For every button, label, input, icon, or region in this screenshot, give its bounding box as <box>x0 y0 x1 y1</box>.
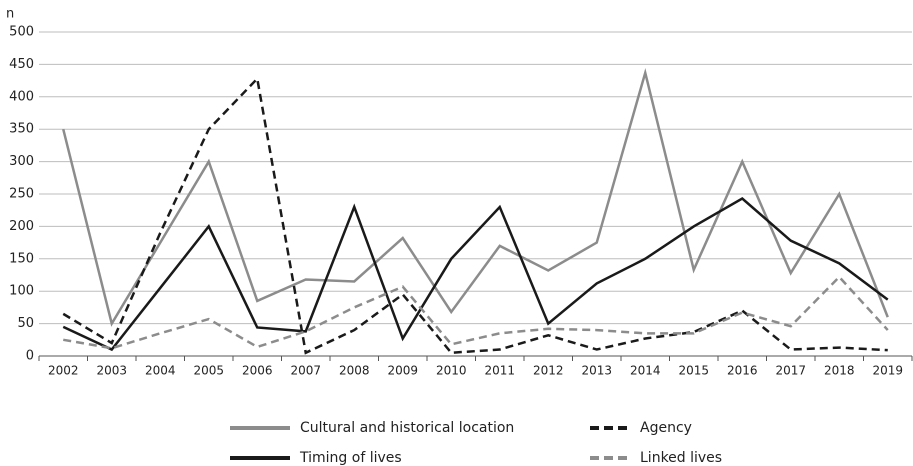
y-axis-label: n <box>6 7 14 22</box>
x-tick-label: 2015 <box>678 364 709 378</box>
x-tick-label: 2010 <box>436 364 467 378</box>
y-tick-label: 0 <box>26 349 34 364</box>
x-tick-label: 2007 <box>290 364 321 378</box>
x-tick-label: 2018 <box>824 364 855 378</box>
x-tick-label: 2017 <box>775 364 806 378</box>
series-line <box>62 76 888 355</box>
series-line <box>63 275 889 350</box>
legend-label: Timing of lives <box>299 450 402 466</box>
y-tick-label: 500 <box>9 25 34 40</box>
series-line <box>62 67 889 327</box>
legend-label: Cultural and historical location <box>300 420 514 436</box>
x-tick-label: 2012 <box>533 364 564 378</box>
x-tick-label: 2009 <box>387 364 418 378</box>
x-tick-label: 2006 <box>242 364 273 378</box>
y-tick-label: 150 <box>9 251 34 266</box>
y-tick-label: 400 <box>9 89 34 104</box>
x-tick-label: 2016 <box>727 364 758 378</box>
x-tick-label: 2003 <box>96 364 127 378</box>
x-tick-label: 2011 <box>484 364 515 378</box>
y-tick-label: 250 <box>9 187 34 202</box>
x-tick-label: 2005 <box>193 364 224 378</box>
y-tick-label: 300 <box>9 154 34 169</box>
x-tick-label: 2014 <box>630 364 661 378</box>
x-tick-label: 2013 <box>581 364 612 378</box>
x-tick-label: 2008 <box>339 364 370 378</box>
x-tick-label: 2019 <box>872 364 903 378</box>
legend-label: Agency <box>640 420 692 436</box>
y-tick-label: 350 <box>9 122 34 137</box>
y-tick-label: 50 <box>17 316 34 331</box>
x-tick-label: 2002 <box>48 364 79 378</box>
y-tick-label: 450 <box>9 57 34 72</box>
series-line <box>62 197 889 352</box>
y-tick-label: 100 <box>9 284 34 299</box>
legend-label: Linked lives <box>640 450 722 466</box>
y-tick-label: 200 <box>9 219 34 234</box>
x-tick-label: 2004 <box>145 364 176 378</box>
